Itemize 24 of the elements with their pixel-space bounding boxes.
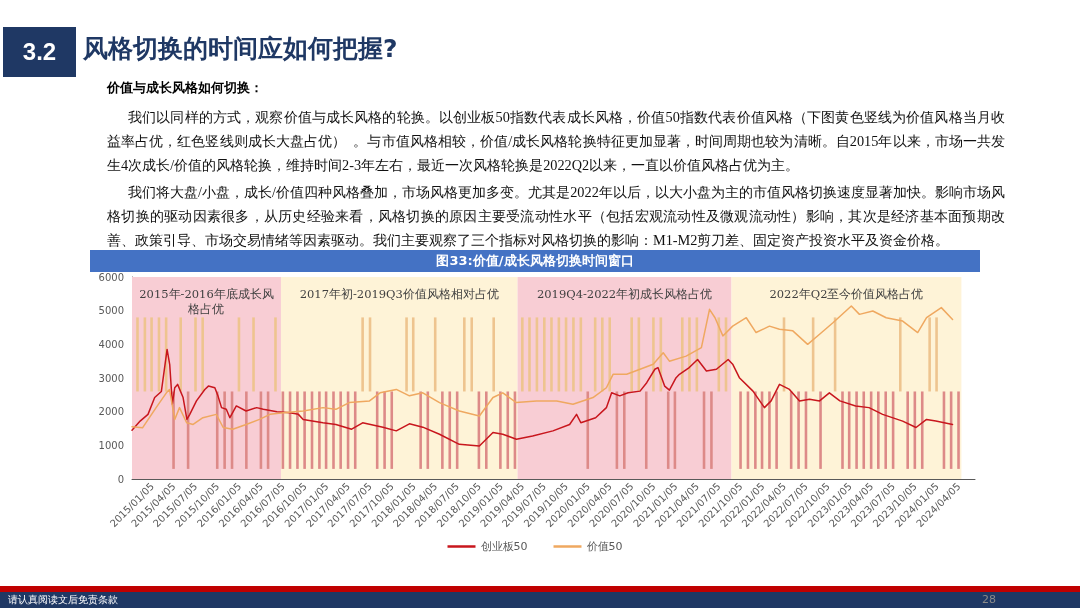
y-tick-label: 5000 xyxy=(98,305,124,317)
line-series xyxy=(131,305,954,430)
text: 我们将大盘/小盘，成长/价值四种风格叠加，市场风格更加多变。尤其是2022年以后，以大小盘为主的市值风格切换速度显著加快。影响市场风格切换的驱动因素很多，从历史经验来看，风格切换的原因主要受流动性水平（包括宏观流动性及微观流动性）影响，其次是经济基本面预期改善、政策引导、市场交易情绪等因素驱动。我们主要观察了三个指标对风格切换的影响：M1-M2剪刀差、固定资产投资水平及资金价格。 xyxy=(107,183,1005,250)
section-badge: 3.2 xyxy=(3,27,76,77)
y-tick-label: 6000 xyxy=(98,271,124,283)
text: 请认真阅读文后免责条款 xyxy=(8,594,118,606)
band-label: 2015年-2016年底成长风格占优 xyxy=(139,286,274,316)
y-tick-label: 1000 xyxy=(98,439,124,451)
legend-label: 创业板50 xyxy=(480,540,528,553)
y-tick-label: 2000 xyxy=(98,406,124,418)
text: 我们以同样的方式，观察价值与成长风格的轮换。以创业板50指数代表成长风格，价值50指数代表价值风格（下图黄色竖线为价值风格当月收益率占优，红色竖线则成长大盘占优） 。与市值风格相较，价值/成长风格轮换特征更加显著，时间周期也较为清晰。自2015年以来，市场一共发生4次成长/价值的风格轮换，维持时间2-3年左右，最近一次风格轮换是2022Q2以来，一直以价值风格占优为主。 xyxy=(107,108,1005,175)
title-banner: 图33:价值/成长风格切换时间窗口 xyxy=(90,250,980,272)
text: 价值与成长风格如何切换： xyxy=(107,79,263,97)
text: 风格切换的时间应如何把握? xyxy=(83,33,398,65)
band-label: 2019Q4-2022年初成长风格占优 xyxy=(536,286,713,301)
line-series xyxy=(131,348,954,447)
y-tick-label: 4000 xyxy=(98,338,124,350)
y-tick-label: 3000 xyxy=(98,372,124,384)
chart-title: 图33:价值/成长风格切换时间窗口 xyxy=(436,252,634,270)
band-label: 2022年Q2至今价值风格占优 xyxy=(769,286,924,301)
y-tick-label: 0 xyxy=(117,473,124,485)
band-label: 2017年初-2019Q3价值风格相对占优 xyxy=(299,286,499,301)
text: 28 xyxy=(982,593,996,607)
legend-label: 价值50 xyxy=(585,540,623,553)
